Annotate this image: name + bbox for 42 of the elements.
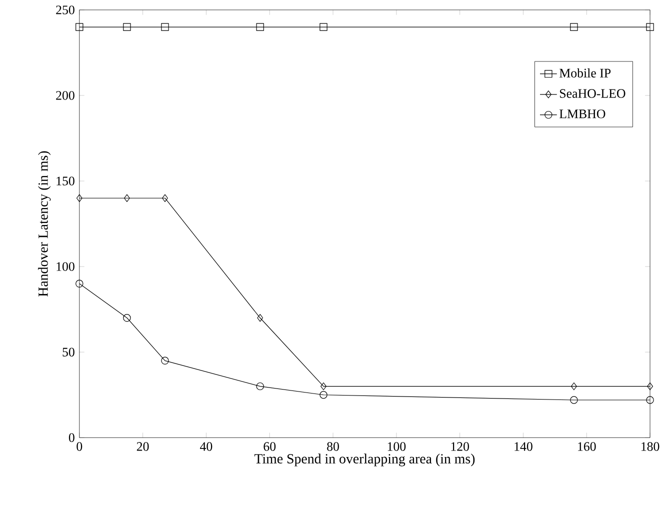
point	[123, 314, 131, 322]
y-tick-label: 200	[56, 91, 74, 100]
point	[256, 382, 264, 390]
y-tick-label: 50	[62, 348, 74, 356]
point	[161, 23, 169, 31]
x-tick-label: 80	[327, 442, 339, 451]
point	[124, 194, 130, 202]
x-tick-label: 40	[200, 442, 212, 451]
point	[123, 23, 131, 31]
point	[76, 194, 82, 202]
y-tick-label: 150	[56, 176, 74, 186]
point	[320, 23, 328, 31]
point	[570, 23, 578, 31]
point	[161, 356, 169, 365]
x-axis-title: Time Spend in overlapping area (in ms)	[254, 454, 475, 466]
y-axis-title: Handover Latency (in ms)	[38, 151, 51, 296]
point	[162, 194, 168, 202]
x-tick-label: 140	[514, 442, 532, 451]
legend-label: LMBHO	[560, 110, 606, 118]
point	[76, 280, 84, 288]
x-tick-label: 0	[76, 442, 82, 451]
point	[570, 382, 577, 390]
point	[320, 391, 328, 399]
point	[646, 396, 654, 404]
y-tick-label: 0	[68, 433, 74, 442]
point	[257, 314, 264, 322]
point	[646, 23, 654, 31]
point	[76, 23, 84, 31]
x-tick-label: 120	[451, 442, 469, 451]
point	[647, 382, 653, 390]
legend-label: SeaHO-LEO	[560, 89, 626, 98]
x-tick-label: 100	[388, 442, 406, 451]
y-tick-label: 250	[56, 6, 74, 14]
point	[570, 396, 578, 404]
x-tick-label: 160	[578, 442, 596, 451]
x-tick-label: 60	[264, 442, 276, 451]
y-tick-label: 100	[56, 262, 74, 271]
point	[256, 23, 264, 31]
x-tick-label: 180	[641, 442, 660, 451]
point	[320, 382, 326, 390]
legend-label: Mobile IP	[560, 68, 611, 78]
x-tick-label: 20	[136, 442, 149, 451]
